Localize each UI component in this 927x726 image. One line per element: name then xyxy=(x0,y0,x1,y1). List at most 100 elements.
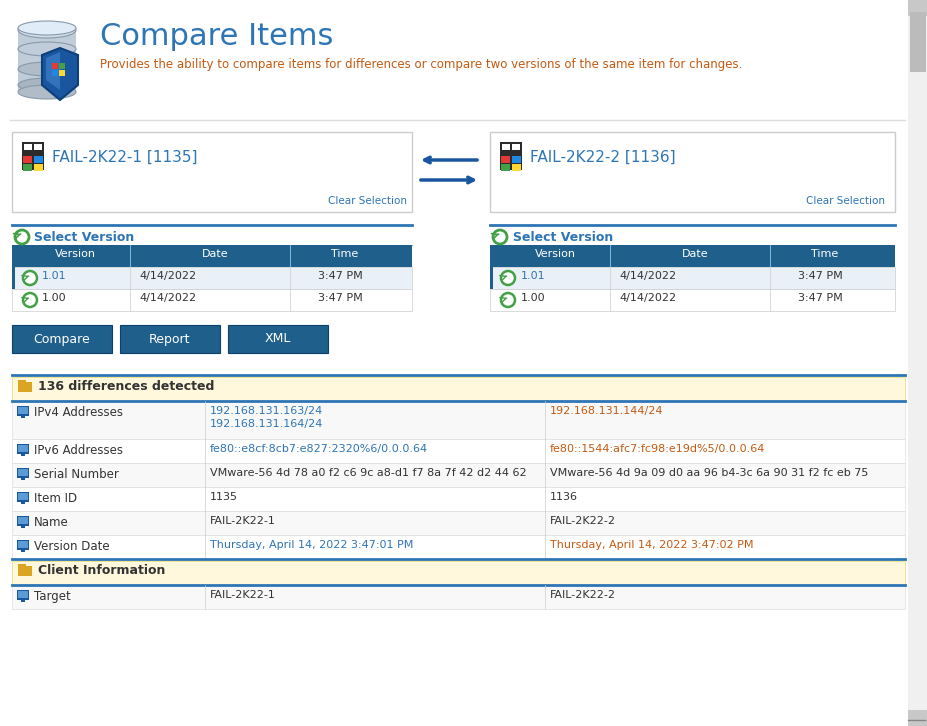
Text: Compare: Compare xyxy=(33,333,90,346)
Bar xyxy=(18,541,28,548)
Bar xyxy=(489,132,894,212)
Text: Select Version: Select Version xyxy=(513,231,613,244)
Text: IPv4 Addresses: IPv4 Addresses xyxy=(34,406,123,419)
Ellipse shape xyxy=(18,42,76,56)
Text: 192.168.131.163/24: 192.168.131.163/24 xyxy=(210,406,323,416)
Bar xyxy=(22,142,44,170)
Bar xyxy=(18,517,28,524)
Bar xyxy=(512,164,520,171)
Text: XML: XML xyxy=(264,333,291,346)
Bar xyxy=(21,501,25,504)
Bar xyxy=(21,599,25,602)
Bar xyxy=(12,132,412,212)
Bar xyxy=(12,267,412,289)
Bar xyxy=(18,28,76,92)
Bar xyxy=(12,561,904,585)
Bar xyxy=(18,566,32,576)
Text: 4/14/2022: 4/14/2022 xyxy=(139,293,197,303)
Ellipse shape xyxy=(18,78,76,92)
Circle shape xyxy=(492,230,506,244)
Text: 4/14/2022: 4/14/2022 xyxy=(618,293,676,303)
Text: Target: Target xyxy=(34,590,70,603)
Bar xyxy=(59,63,65,69)
Bar xyxy=(17,492,29,502)
Text: Date: Date xyxy=(201,249,228,259)
Bar xyxy=(489,245,894,267)
Text: Clear Selection: Clear Selection xyxy=(327,196,407,206)
Circle shape xyxy=(23,293,37,307)
Polygon shape xyxy=(42,48,78,100)
Bar xyxy=(228,325,327,353)
Bar xyxy=(18,12,76,97)
Bar xyxy=(17,540,29,550)
Bar xyxy=(18,591,28,598)
Text: 192.168.131.144/24: 192.168.131.144/24 xyxy=(550,406,663,416)
Text: IPv6 Addresses: IPv6 Addresses xyxy=(34,444,123,457)
Bar xyxy=(21,477,25,480)
Bar xyxy=(501,164,510,171)
Text: Version: Version xyxy=(534,249,575,259)
Bar xyxy=(12,401,904,439)
Bar xyxy=(12,535,904,559)
Bar xyxy=(500,142,521,170)
Text: Time: Time xyxy=(331,249,358,259)
Bar xyxy=(34,156,43,163)
Text: Version Date: Version Date xyxy=(34,540,109,553)
Bar xyxy=(12,245,412,267)
Text: FAIL-2K22-2: FAIL-2K22-2 xyxy=(550,516,616,526)
Bar xyxy=(17,406,29,416)
Text: Provides the ability to compare items for differences or compare two versions of: Provides the ability to compare items fo… xyxy=(100,58,742,71)
Text: 3:47 PM: 3:47 PM xyxy=(797,271,842,281)
Bar xyxy=(18,445,28,452)
Text: Report: Report xyxy=(149,333,191,346)
Bar xyxy=(52,70,57,76)
Text: 1135: 1135 xyxy=(210,492,237,502)
Text: Thursday, April 14, 2022 3:47:01 PM: Thursday, April 14, 2022 3:47:01 PM xyxy=(210,540,413,550)
Bar xyxy=(907,710,927,726)
Ellipse shape xyxy=(18,85,76,99)
Bar xyxy=(12,325,112,353)
Bar xyxy=(909,12,925,72)
Bar xyxy=(34,144,42,150)
Bar xyxy=(18,564,26,569)
Text: Clear Selection: Clear Selection xyxy=(806,196,884,206)
Bar xyxy=(21,525,25,528)
Circle shape xyxy=(501,271,514,285)
Text: FAIL-2K22-2: FAIL-2K22-2 xyxy=(550,590,616,600)
Bar xyxy=(501,156,510,163)
Text: fe80::1544:afc7:fc98:e19d%5/0.0.0.64: fe80::1544:afc7:fc98:e19d%5/0.0.0.64 xyxy=(550,444,765,454)
Text: Client Information: Client Information xyxy=(38,564,165,577)
Text: 1.01: 1.01 xyxy=(42,271,67,281)
Bar xyxy=(907,0,927,726)
Polygon shape xyxy=(46,52,60,90)
Text: Name: Name xyxy=(34,516,69,529)
Bar xyxy=(52,63,57,69)
Bar xyxy=(23,156,32,163)
Bar xyxy=(12,585,904,609)
Text: 4/14/2022: 4/14/2022 xyxy=(618,271,676,281)
Bar xyxy=(21,415,25,418)
Bar xyxy=(59,70,65,76)
Ellipse shape xyxy=(18,21,76,35)
Text: FAIL-2K22-1 [1135]: FAIL-2K22-1 [1135] xyxy=(52,150,197,165)
Bar xyxy=(18,469,28,476)
Bar xyxy=(17,590,29,600)
Text: 3:47 PM: 3:47 PM xyxy=(317,293,362,303)
Text: Serial Number: Serial Number xyxy=(34,468,119,481)
Bar xyxy=(18,382,32,392)
Text: 136 differences detected: 136 differences detected xyxy=(38,380,214,393)
Bar xyxy=(120,325,220,353)
Text: VMware-56 4d 9a 09 d0 aa 96 b4-3c 6a 90 31 f2 fc eb 75: VMware-56 4d 9a 09 d0 aa 96 b4-3c 6a 90 … xyxy=(550,468,868,478)
Bar xyxy=(21,453,25,456)
Bar xyxy=(18,493,28,500)
Text: fe80::e8cf:8cb7:e827:2320%6/0.0.0.64: fe80::e8cf:8cb7:e827:2320%6/0.0.0.64 xyxy=(210,444,427,454)
Bar xyxy=(21,549,25,552)
Bar xyxy=(12,439,904,463)
Bar xyxy=(24,144,32,150)
Bar xyxy=(17,444,29,454)
Text: 3:47 PM: 3:47 PM xyxy=(797,293,842,303)
Text: Item ID: Item ID xyxy=(34,492,77,505)
Text: Date: Date xyxy=(681,249,707,259)
Text: 4/14/2022: 4/14/2022 xyxy=(139,271,197,281)
Ellipse shape xyxy=(18,62,76,76)
